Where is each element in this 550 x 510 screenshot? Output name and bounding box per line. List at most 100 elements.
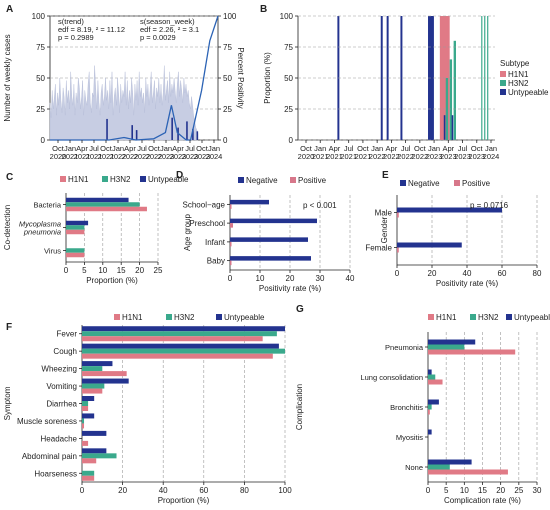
bar-untypeable	[428, 429, 432, 435]
bar-h3n2	[82, 418, 85, 424]
bar-h1n1	[82, 458, 97, 464]
bar-untypeable	[428, 369, 432, 375]
x-axis-label: Positivity rate (%)	[259, 284, 322, 293]
x-tick-label: Jan 2024	[206, 144, 223, 161]
legend-label: Negative	[408, 179, 440, 188]
legend-label: Untypeable	[224, 313, 265, 322]
y-tick-label: 0	[289, 136, 294, 145]
y-axis-label: Number of weekly cases	[3, 34, 12, 121]
y-tick-label: 100	[280, 12, 294, 21]
season-annotation: s(season_week) edf = 2.26, ² = 3.1 p = 0.0…	[140, 17, 199, 42]
case-spike	[186, 121, 188, 140]
p-value-annotation: p = 0.0716	[470, 201, 509, 210]
x-tick-label: 20	[428, 269, 437, 278]
category-label: Preschool	[189, 219, 225, 228]
legend-swatch	[506, 314, 512, 320]
x-tick-label: Apr 2022	[122, 144, 139, 161]
y-tick-label: 25	[284, 105, 293, 114]
x-tick-label: 80	[240, 486, 249, 495]
legend-label: Untypeable	[508, 88, 549, 97]
x-tick-label: 20	[496, 486, 505, 495]
bar-h3n2	[66, 202, 140, 207]
x-axis-label: Positivity rate (%)	[436, 279, 499, 288]
bar-h1n1	[428, 469, 508, 475]
legend-title: Subtype	[500, 59, 530, 68]
legend-swatch	[290, 177, 296, 183]
legend-swatch	[454, 180, 460, 186]
bar-h1n1	[66, 252, 85, 258]
x-tick-label: 40	[346, 274, 355, 283]
case-spike	[171, 117, 173, 140]
x-tick-label: 20	[135, 266, 144, 275]
x-tick-label: 0	[228, 274, 233, 283]
bar-h3n2	[66, 248, 85, 253]
x-tick-label: 15	[478, 486, 487, 495]
legend-label: H1N1	[68, 175, 89, 184]
bar-untypeable	[82, 378, 129, 384]
case-spike	[192, 128, 194, 140]
x-axis-label: Proportion (%)	[86, 276, 138, 285]
category-label: Bacteria	[33, 201, 61, 210]
category-label: Hoarseness	[34, 469, 77, 478]
legend-swatch	[216, 314, 222, 320]
bar-h1n1	[82, 353, 273, 359]
bar-h1n1	[82, 336, 263, 342]
bar-h3n2	[82, 401, 89, 406]
subtype-bar-untypeable	[380, 16, 383, 140]
x-tick-label: Jan 2022	[369, 144, 386, 161]
bar-negative	[397, 242, 462, 248]
bar-h1n1	[82, 423, 85, 429]
case-spike	[131, 125, 133, 140]
x-tick-label: Jul 2022	[397, 144, 414, 161]
x-tick-label: 25	[154, 266, 163, 275]
y-tick-label: 75	[36, 43, 45, 52]
x-tick-label: 5	[444, 486, 449, 495]
category-label: Myositis	[396, 433, 423, 442]
x-axis-label: Proportion (%)	[158, 496, 210, 505]
y-axis-label: Proportion (%)	[263, 52, 272, 104]
bar-h3n2	[428, 404, 432, 410]
legend-label: H3N2	[478, 313, 499, 322]
category-label: Cough	[53, 347, 77, 356]
x-tick-label: Apr 2021	[74, 144, 91, 161]
bar-h3n2	[428, 464, 450, 470]
x-tick-label: Apr 2023	[170, 144, 187, 161]
bar-h3n2	[82, 366, 103, 372]
axes	[81, 325, 285, 483]
y-axis-label: Gender	[380, 216, 389, 243]
bar-untypeable	[82, 448, 107, 454]
bar-h3n2	[82, 331, 277, 337]
legend-swatch	[500, 71, 506, 77]
bar-h1n1	[82, 475, 95, 481]
x-tick-label: 0	[395, 269, 400, 278]
y-axis-label: Complication	[295, 384, 304, 430]
bar-h1n1	[66, 229, 85, 235]
case-spike	[196, 131, 199, 140]
x-tick-label: Oct 2021	[355, 144, 372, 161]
legend-swatch	[114, 314, 120, 320]
bar-untypeable	[428, 399, 439, 405]
legend-swatch	[140, 176, 146, 182]
legend-label: Positive	[462, 179, 491, 188]
bar-positive	[397, 212, 399, 218]
category-label: Male	[375, 209, 393, 218]
trend-annotation: s(trend) edf = 8.19, ² = 11.12 p = 0.2989	[58, 17, 125, 42]
subtype-bar-h3n2	[445, 78, 449, 140]
bar-h1n1	[428, 409, 430, 415]
bar-untypeable	[82, 396, 95, 401]
x-tick-label: 40	[463, 269, 472, 278]
panel-g: G 0 5 10 15 20 25 30 Pneumonia Lung consolidation…	[295, 304, 550, 505]
bar-h1n1	[82, 440, 89, 446]
bar-h3n2	[428, 344, 465, 350]
y-axis-label: Co-detection	[3, 205, 12, 250]
category-label: Muscle soreness	[17, 417, 77, 426]
category-label: Headache	[41, 434, 78, 443]
bar-negative	[230, 199, 269, 205]
subtype-bar-h3n2	[487, 16, 489, 140]
panel-label-f: F	[6, 322, 12, 333]
x-tick-label: 60	[498, 269, 507, 278]
legend-swatch	[470, 314, 476, 320]
legend-swatch	[238, 177, 244, 183]
category-label: Lung consolidation	[360, 373, 423, 382]
panel-label-g: G	[296, 304, 304, 315]
